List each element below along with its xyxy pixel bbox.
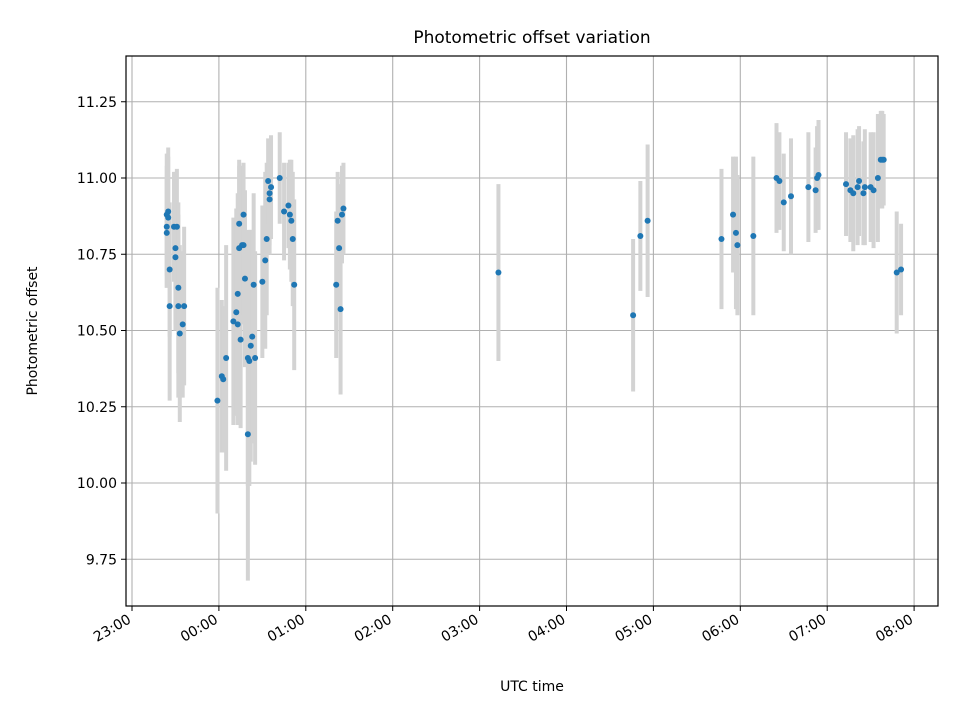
y-tick-label: 11.25 [77,95,117,111]
data-point [214,397,221,404]
data-point [787,193,794,200]
data-point [644,217,651,224]
data-point [893,269,900,276]
data-point [285,202,292,209]
data-point [176,330,183,337]
data-point [163,229,170,236]
data-point [166,266,173,273]
data-point [850,190,857,197]
data-point [240,242,247,249]
data-point [247,342,254,349]
data-point [234,321,241,328]
data-point [236,220,243,227]
data-point [856,178,863,185]
data-point [276,175,283,181]
data-point [734,242,741,249]
data-point [289,236,296,242]
data-point [234,290,241,297]
data-point [246,358,253,364]
data-point [165,214,172,221]
y-axis-label: Photometric offset [25,266,41,396]
data-point [181,303,188,310]
data-point [166,303,173,310]
y-tick-label: 11.00 [77,171,117,187]
grid [126,56,938,606]
data-point [339,211,346,218]
data-point [898,266,905,273]
data-point [223,354,230,361]
data-point [870,187,877,194]
y-tick-label: 10.25 [77,400,117,416]
data-point [240,211,247,218]
data-point [815,171,822,178]
data-point [291,281,298,288]
data-point [732,229,739,236]
y-tick-label: 10.75 [77,247,117,263]
data-point [333,281,340,288]
data-point [637,232,644,239]
data-point [244,431,251,438]
data-point [337,306,344,313]
data-point [165,208,172,215]
data-point [233,309,240,316]
data-point [266,196,273,203]
data-point [336,245,343,252]
data-point [220,376,227,383]
data-point [340,205,347,212]
data-point [874,175,881,181]
data-point [179,321,186,328]
data-point [175,284,182,291]
data-point [812,187,819,194]
data-point [241,275,248,282]
data-point [250,281,257,288]
data-point [268,184,275,191]
y-tick-label: 10.00 [77,476,117,492]
data-point [230,318,237,325]
y-ticks: 9.75 10.00 10.25 10.50 10.75 11.00 11.25 [77,95,126,568]
data-point [854,184,861,191]
data-point [495,269,502,276]
data-points [163,156,905,438]
data-point [288,217,295,224]
data-point [252,354,259,361]
data-point [730,211,737,218]
data-point [172,245,179,252]
data-point [249,333,256,340]
data-point [843,181,850,188]
data-point [805,184,812,191]
data-point [259,278,266,285]
data-point [776,178,783,185]
data-point [880,156,887,163]
data-point [861,184,868,191]
data-point [718,236,725,242]
chart-title: Photometric offset variation [413,28,650,48]
y-tick-label: 10.50 [77,324,117,340]
data-point [175,303,182,310]
data-point [262,257,269,264]
data-point [334,217,341,224]
data-point [780,199,787,206]
data-point [281,208,288,215]
data-point [630,312,637,319]
data-point [265,178,272,185]
data-point [172,254,179,261]
data-point [237,336,244,343]
data-point [860,190,867,197]
x-axis-label: UTC time [500,679,564,695]
data-point [266,190,273,197]
data-point [163,223,170,230]
data-point [286,211,293,218]
data-point [750,232,757,239]
data-point [173,223,180,230]
data-point [263,236,270,242]
y-tick-label: 9.75 [86,552,117,568]
